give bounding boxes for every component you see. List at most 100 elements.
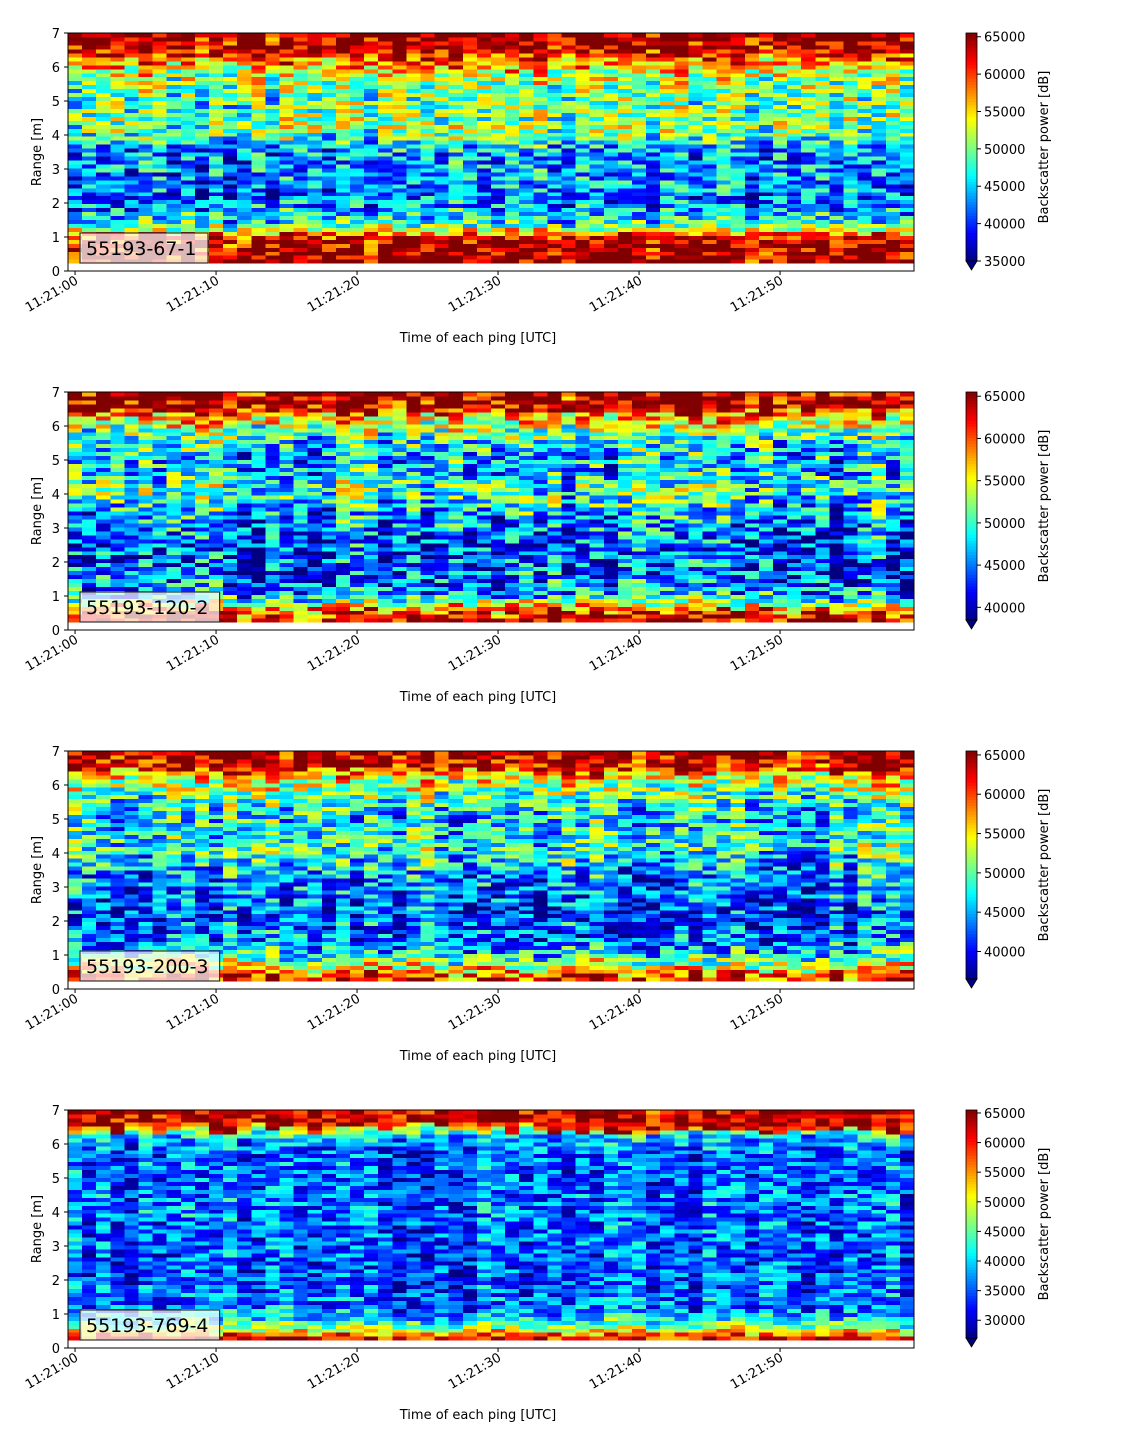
heatmap-cell xyxy=(519,72,534,78)
heatmap-cell xyxy=(378,191,393,197)
heatmap-cell xyxy=(787,76,802,82)
y-tick-label: 0 xyxy=(52,265,60,280)
heatmap-cell xyxy=(251,443,266,449)
heatmap-cell xyxy=(68,227,83,232)
heatmap-cell xyxy=(124,120,140,125)
heatmap-cell xyxy=(392,259,407,264)
heatmap-cell xyxy=(152,84,168,90)
heatmap-cell xyxy=(716,191,732,197)
heatmap-cell xyxy=(321,219,337,224)
heatmap-cell xyxy=(885,48,901,54)
heatmap-cell xyxy=(843,219,859,224)
heatmap-cell xyxy=(646,132,661,137)
heatmap-cell xyxy=(787,223,802,228)
heatmap-cell xyxy=(617,183,633,189)
heatmap-cell xyxy=(194,431,210,437)
heatmap-cell xyxy=(350,522,365,528)
heatmap-cell xyxy=(378,467,393,472)
heatmap-cell xyxy=(110,574,125,580)
heatmap-cell xyxy=(646,183,661,189)
heatmap-cell xyxy=(491,116,506,121)
heatmap-cell xyxy=(829,124,845,129)
heatmap-cell xyxy=(674,159,689,165)
heatmap-cell xyxy=(702,64,718,70)
heatmap-cell xyxy=(716,36,732,42)
heatmap-cell xyxy=(194,128,210,133)
heatmap-cell xyxy=(801,120,816,125)
heatmap-cell xyxy=(617,60,633,66)
heatmap-cell xyxy=(293,239,309,244)
heatmap-cell xyxy=(899,239,915,244)
heatmap-cell xyxy=(378,40,393,46)
heatmap-cell xyxy=(350,392,365,397)
heatmap-cell xyxy=(829,40,845,46)
heatmap-cell xyxy=(279,399,295,405)
heatmap-cell xyxy=(406,40,422,46)
heatmap-cell xyxy=(279,239,295,244)
heatmap-cell xyxy=(448,195,464,201)
heatmap-cell xyxy=(166,40,182,46)
heatmap-cell xyxy=(364,132,379,137)
heatmap-cell xyxy=(491,159,506,165)
heatmap-cell xyxy=(138,33,154,38)
heatmap-cell xyxy=(293,92,309,98)
heatmap-cell xyxy=(96,522,111,528)
heatmap-cell xyxy=(293,195,309,201)
heatmap-cell xyxy=(716,40,732,46)
heatmap-cell xyxy=(533,92,548,98)
heatmap-cell xyxy=(152,207,168,213)
heatmap-cell xyxy=(335,40,351,46)
heatmap-cell xyxy=(406,152,422,157)
heatmap-cell xyxy=(716,255,732,260)
heatmap-cell xyxy=(378,167,393,173)
heatmap-cell xyxy=(730,255,746,260)
heatmap-cell xyxy=(364,411,379,417)
heatmap-cell xyxy=(815,84,830,90)
heatmap-cell xyxy=(68,191,83,197)
heatmap-cell xyxy=(829,187,845,193)
heatmap-cell xyxy=(632,199,647,205)
colorbar-segment xyxy=(966,218,977,222)
heatmap-cell xyxy=(448,211,464,217)
heatmap-cell xyxy=(688,219,704,224)
heatmap-cell xyxy=(829,179,845,185)
heatmap-cell xyxy=(533,132,548,137)
heatmap-cell xyxy=(491,191,506,197)
heatmap-cell xyxy=(660,64,675,70)
heatmap-cell xyxy=(575,167,591,173)
heatmap-cell xyxy=(194,483,210,488)
heatmap-cell xyxy=(533,84,548,90)
heatmap-cell xyxy=(561,64,577,70)
heatmap-cell xyxy=(307,207,323,213)
heatmap-cell xyxy=(364,598,379,603)
heatmap-cell xyxy=(617,33,633,38)
heatmap-cell xyxy=(505,84,520,90)
heatmap-cell xyxy=(321,526,337,532)
heatmap-cell xyxy=(688,88,704,94)
heatmap-cell xyxy=(491,108,506,113)
heatmap-cell xyxy=(194,136,210,141)
heatmap-cell xyxy=(110,163,125,169)
heatmap-cell xyxy=(857,68,873,74)
heatmap-cell xyxy=(279,40,295,46)
heatmap-cell xyxy=(152,463,168,468)
heatmap-cell xyxy=(871,48,887,54)
heatmap-cell xyxy=(96,407,111,413)
heatmap-cell xyxy=(617,80,633,86)
heatmap-cell xyxy=(589,171,605,177)
heatmap-cell xyxy=(815,255,830,260)
heatmap-cell xyxy=(265,100,281,105)
heatmap-cell xyxy=(378,491,393,496)
heatmap-cell xyxy=(716,60,732,66)
heatmap-cell xyxy=(434,88,450,94)
heatmap-cell xyxy=(688,132,704,137)
heatmap-cell xyxy=(251,243,266,248)
heatmap-cell xyxy=(505,40,520,46)
heatmap-cell xyxy=(110,60,125,66)
heatmap-cell xyxy=(688,68,704,74)
heatmap-cell xyxy=(350,175,365,181)
heatmap-cell xyxy=(265,411,281,417)
heatmap-cell xyxy=(857,152,873,157)
heatmap-cell xyxy=(674,72,689,78)
heatmap-cell xyxy=(744,223,760,228)
